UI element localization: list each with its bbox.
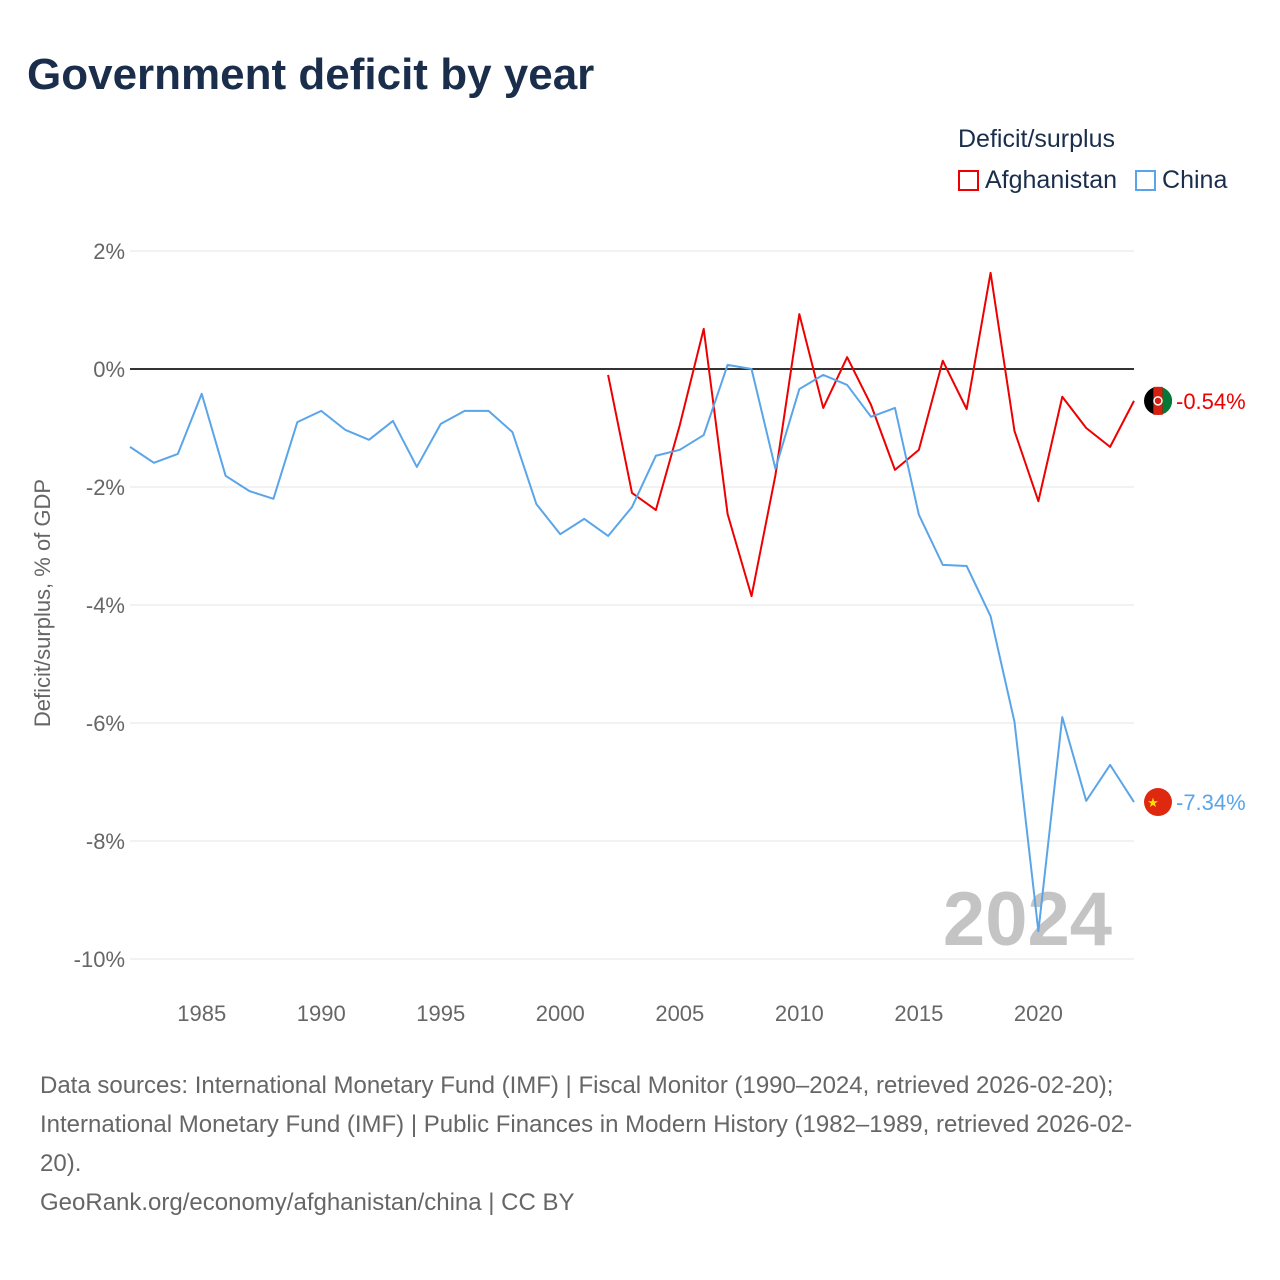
y-tick-label: 2%: [93, 239, 125, 264]
x-tick-label: 1990: [297, 1001, 346, 1026]
flag-stripe: [1162, 387, 1173, 415]
flag-star: ★: [1147, 795, 1159, 810]
x-tick-label: 1985: [177, 1001, 226, 1026]
y-tick-label: -8%: [86, 829, 125, 854]
y-tick-label: -4%: [86, 593, 125, 618]
source-line: 20).: [40, 1150, 82, 1177]
x-tick-label: 1995: [416, 1001, 465, 1026]
end-value-label: -7.34%: [1176, 790, 1246, 815]
end-value-label: -0.54%: [1176, 389, 1246, 414]
source-line: International Monetary Fund (IMF) | Publ…: [40, 1111, 1133, 1138]
year-watermark: 2024: [943, 877, 1112, 962]
legend-label: Afghanistan: [985, 166, 1118, 194]
y-axis-label: Deficit/surplus, % of GDP: [30, 479, 55, 727]
legend: Afghanistan China: [958, 166, 1227, 195]
y-tick-label: 0%: [93, 357, 125, 382]
legend-swatch: [958, 170, 979, 191]
y-tick-label: -10%: [74, 947, 125, 972]
series-line-afghanistan: [607, 271, 1135, 598]
flag-emblem: [1153, 396, 1163, 406]
legend-label: China: [1162, 166, 1228, 194]
x-tick-label: 2000: [536, 1001, 585, 1026]
y-tick-label: -6%: [86, 711, 125, 736]
x-tick-label: 2005: [655, 1001, 704, 1026]
legend-item-afghanistan[interactable]: Afghanistan: [958, 166, 1117, 195]
source-line: Data sources: International Monetary Fun…: [40, 1072, 1114, 1099]
x-tick-label: 2020: [1014, 1001, 1063, 1026]
legend-title: Deficit/surplus: [958, 125, 1115, 153]
source-link[interactable]: GeoRank.org/economy/afghanistan/china | …: [40, 1189, 575, 1216]
legend-item-china[interactable]: China: [1135, 166, 1227, 195]
line-chart: 2024 2% 0% -2% -4% -6% -8% -10% 1985 1990 1995 2000…: [30, 239, 1246, 1026]
x-tick-label: 2010: [775, 1001, 824, 1026]
x-tick-label: 2015: [894, 1001, 943, 1026]
china-flag-icon: [1144, 788, 1172, 817]
flag-stripe: [1153, 386, 1163, 415]
legend-swatch: [1135, 170, 1157, 191]
chart-title: Government deficit by year: [27, 50, 595, 99]
source-notes: Data sources: International Monetary Fun…: [40, 1066, 1240, 1222]
y-tick-label: -2%: [86, 475, 125, 500]
series-line-china: [129, 363, 1135, 933]
